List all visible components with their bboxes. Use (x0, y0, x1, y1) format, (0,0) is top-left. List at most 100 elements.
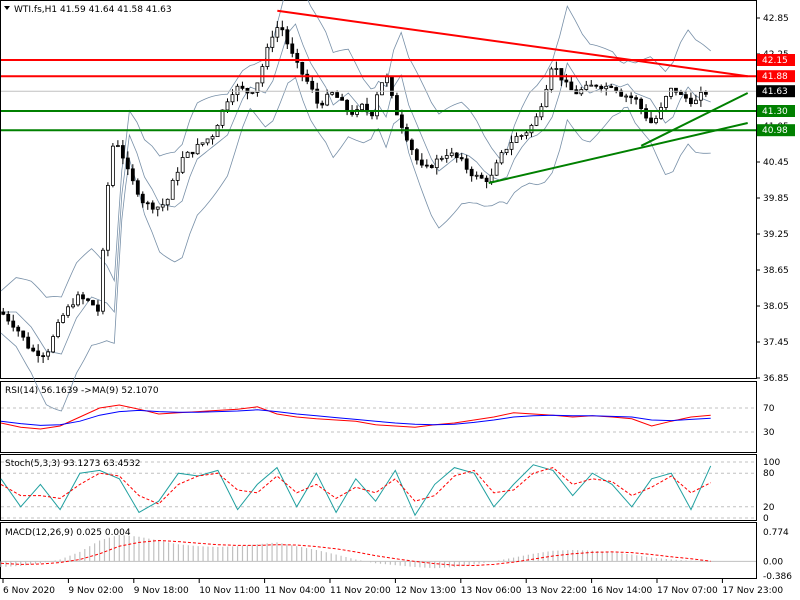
candle-body (504, 148, 509, 154)
candle-body (564, 79, 569, 83)
candle-body (684, 94, 688, 99)
candle-body (56, 322, 60, 337)
collapse-arrow-icon[interactable] (4, 6, 10, 10)
candle-body (61, 314, 65, 323)
candle-body (86, 298, 90, 301)
candle-body (400, 114, 404, 128)
candle-body (429, 164, 434, 169)
candle-body (165, 198, 170, 206)
candle-body (639, 98, 643, 110)
candle-body (36, 350, 41, 357)
stoch-tick-label: 80 (763, 469, 775, 479)
level-tag-label: 41.30 (762, 107, 788, 117)
bollinger-lower-band (0, 76, 711, 412)
candle-body (230, 94, 235, 103)
candle-body (449, 152, 454, 156)
rsi-title: RSI(14) 56.1639 ->MA(9) 52.1070 (5, 386, 159, 396)
candle-body (669, 87, 673, 97)
candle-body (106, 185, 110, 251)
candle-body (589, 84, 594, 87)
candle-body (190, 151, 195, 155)
candle-body (409, 139, 414, 151)
candle-body (31, 347, 36, 352)
candle-body (125, 157, 130, 170)
candle-body (220, 109, 225, 126)
candle-body (325, 93, 330, 106)
level-tag (757, 70, 795, 83)
candle-body (454, 152, 459, 158)
candle-body (609, 85, 614, 88)
rsi-series-line (0, 409, 711, 426)
candle-body (439, 157, 444, 160)
candle-body (360, 103, 364, 111)
macd-tick-label: 0.774 (763, 528, 789, 538)
candle-body (135, 180, 140, 195)
candle-body (240, 85, 245, 89)
candle-body (459, 157, 464, 160)
candle-body (160, 204, 165, 208)
candle-body (11, 320, 16, 328)
time-tick-label: 11 Nov 04:00 (265, 586, 326, 596)
candle-body (310, 80, 315, 90)
rsi-tick-label: 70 (763, 404, 775, 414)
price-tick-label: 42.85 (763, 14, 789, 24)
candle-body (260, 66, 265, 84)
candle-body (494, 162, 499, 176)
macd-tick-label: -0.386 (763, 572, 792, 582)
candle-body (464, 158, 469, 170)
candle-body (703, 91, 708, 95)
macd-title: MACD(12,26,9) 0.025 0.004 (5, 528, 131, 538)
time-tick-label: 9 Nov 18:00 (134, 586, 189, 596)
candle-body (335, 92, 340, 98)
candle-body (285, 29, 290, 45)
candle-body (698, 91, 703, 101)
candle-body (629, 95, 634, 99)
candle-body (519, 135, 524, 137)
macd-panel-frame (0, 522, 757, 579)
candle-body (330, 92, 335, 95)
level-tag (757, 54, 795, 66)
price-panel-frame (0, 0, 757, 379)
candle-body (120, 145, 125, 159)
candle-body (275, 27, 280, 38)
candle-body (375, 94, 379, 117)
price-tick-label: 40.45 (763, 158, 789, 168)
candle-body (544, 88, 549, 108)
candle-body (235, 85, 240, 96)
level-tag (757, 124, 795, 137)
candle-body (390, 76, 394, 96)
candle-body (434, 158, 439, 169)
candle-body (155, 206, 160, 210)
candle-body (101, 249, 105, 312)
price-tick-label: 39.85 (763, 194, 789, 204)
candle-body (404, 127, 409, 141)
candle-body (509, 142, 514, 150)
macd-panel: 0.774 0.00 -0.386 (0, 528, 792, 582)
rsi-panel: 70 30 (0, 404, 775, 438)
candle-body (280, 27, 285, 31)
level-tag-label: 41.88 (762, 72, 788, 82)
candle-body (66, 306, 70, 316)
stoch-series-line (0, 464, 712, 517)
candle-body (599, 85, 604, 90)
price-title: WTI.fs,H1 41.59 41.64 41.58 41.63 (14, 5, 172, 15)
candle-body (6, 313, 11, 322)
candle-body (649, 117, 653, 124)
current-price-tag (757, 85, 795, 98)
price-panel: 42.8542.2541.6541.0540.4539.8539.2538.65… (0, 0, 795, 412)
time-tick-label: 11 Nov 20:00 (330, 586, 391, 596)
macd-signal-line (0, 539, 711, 567)
candle-body (110, 145, 115, 186)
time-tick-label: 13 Nov 06:00 (461, 586, 522, 596)
candle-body (130, 168, 135, 182)
candle-body (145, 202, 150, 205)
candle-body (479, 174, 484, 179)
candle-body (664, 95, 668, 108)
level-tag-label: 40.98 (762, 126, 788, 136)
time-tick-label: 13 Nov 22:00 (526, 586, 587, 596)
stoch-tick-label: 100 (763, 458, 780, 468)
candle-body (41, 355, 46, 358)
candle-body (245, 87, 250, 94)
